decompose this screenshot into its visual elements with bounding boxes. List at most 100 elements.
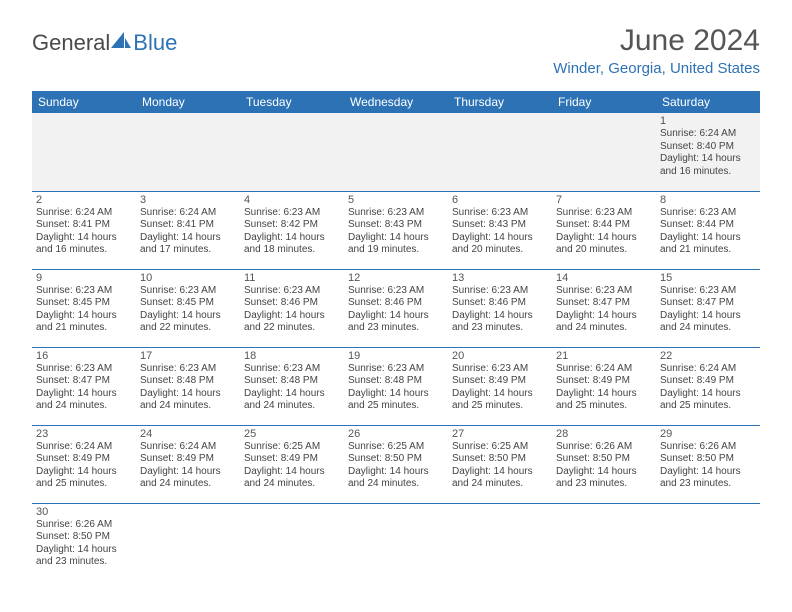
calendar-cell <box>344 113 448 191</box>
daylight-line: Daylight: 14 hours and 18 minutes. <box>244 232 340 257</box>
day-number: 6 <box>452 194 548 206</box>
daylight-line: Daylight: 14 hours and 25 minutes. <box>348 388 444 413</box>
calendar-cell: 6Sunrise: 6:23 AMSunset: 8:43 PMDaylight… <box>448 191 552 269</box>
calendar-cell: 18Sunrise: 6:23 AMSunset: 8:48 PMDayligh… <box>240 347 344 425</box>
calendar-header-row: Sunday Monday Tuesday Wednesday Thursday… <box>32 91 760 113</box>
calendar-week-row: 23Sunrise: 6:24 AMSunset: 8:49 PMDayligh… <box>32 425 760 503</box>
day-number: 2 <box>36 194 132 206</box>
calendar-cell: 5Sunrise: 6:23 AMSunset: 8:43 PMDaylight… <box>344 191 448 269</box>
calendar-cell: 14Sunrise: 6:23 AMSunset: 8:47 PMDayligh… <box>552 269 656 347</box>
calendar-cell <box>136 113 240 191</box>
day-info: Sunrise: 6:23 AMSunset: 8:46 PMDaylight:… <box>244 285 340 335</box>
sail-icon <box>111 30 131 56</box>
sunrise-line: Sunrise: 6:23 AM <box>660 207 756 220</box>
day-number: 26 <box>348 428 444 440</box>
daylight-line: Daylight: 14 hours and 23 minutes. <box>36 544 132 569</box>
daylight-line: Daylight: 14 hours and 24 minutes. <box>452 466 548 491</box>
day-info: Sunrise: 6:26 AMSunset: 8:50 PMDaylight:… <box>660 441 756 491</box>
day-info: Sunrise: 6:23 AMSunset: 8:48 PMDaylight:… <box>348 363 444 413</box>
daylight-line: Daylight: 14 hours and 24 minutes. <box>660 310 756 335</box>
day-number: 24 <box>140 428 236 440</box>
sunrise-line: Sunrise: 6:23 AM <box>140 285 236 298</box>
calendar-cell: 4Sunrise: 6:23 AMSunset: 8:42 PMDaylight… <box>240 191 344 269</box>
calendar-week-row: 30Sunrise: 6:26 AMSunset: 8:50 PMDayligh… <box>32 503 760 581</box>
sunrise-line: Sunrise: 6:24 AM <box>660 128 756 141</box>
sunset-line: Sunset: 8:49 PM <box>36 453 132 466</box>
day-info: Sunrise: 6:23 AMSunset: 8:43 PMDaylight:… <box>452 207 548 257</box>
daylight-line: Daylight: 14 hours and 25 minutes. <box>660 388 756 413</box>
daylight-line: Daylight: 14 hours and 16 minutes. <box>660 153 756 178</box>
sunset-line: Sunset: 8:48 PM <box>140 375 236 388</box>
sunset-line: Sunset: 8:45 PM <box>36 297 132 310</box>
sunrise-line: Sunrise: 6:23 AM <box>348 285 444 298</box>
day-info: Sunrise: 6:24 AMSunset: 8:41 PMDaylight:… <box>36 207 132 257</box>
daylight-line: Daylight: 14 hours and 21 minutes. <box>36 310 132 335</box>
calendar-cell: 10Sunrise: 6:23 AMSunset: 8:45 PMDayligh… <box>136 269 240 347</box>
sunset-line: Sunset: 8:49 PM <box>660 375 756 388</box>
sunrise-line: Sunrise: 6:24 AM <box>140 207 236 220</box>
calendar-page: General Blue June 2024 Winder, Georgia, … <box>0 0 792 601</box>
sunset-line: Sunset: 8:42 PM <box>244 219 340 232</box>
daylight-line: Daylight: 14 hours and 24 minutes. <box>244 388 340 413</box>
calendar-week-row: 2Sunrise: 6:24 AMSunset: 8:41 PMDaylight… <box>32 191 760 269</box>
day-info: Sunrise: 6:26 AMSunset: 8:50 PMDaylight:… <box>556 441 652 491</box>
daylight-line: Daylight: 14 hours and 24 minutes. <box>36 388 132 413</box>
calendar-cell: 26Sunrise: 6:25 AMSunset: 8:50 PMDayligh… <box>344 425 448 503</box>
calendar-cell: 2Sunrise: 6:24 AMSunset: 8:41 PMDaylight… <box>32 191 136 269</box>
day-number: 8 <box>660 194 756 206</box>
day-number: 19 <box>348 350 444 362</box>
daylight-line: Daylight: 14 hours and 24 minutes. <box>244 466 340 491</box>
day-number: 1 <box>660 115 756 127</box>
weekday-header: Sunday <box>32 91 136 113</box>
sunrise-line: Sunrise: 6:23 AM <box>348 363 444 376</box>
sunset-line: Sunset: 8:50 PM <box>452 453 548 466</box>
calendar-cell <box>448 503 552 581</box>
sunset-line: Sunset: 8:49 PM <box>556 375 652 388</box>
weekday-header: Friday <box>552 91 656 113</box>
daylight-line: Daylight: 14 hours and 23 minutes. <box>348 310 444 335</box>
day-info: Sunrise: 6:23 AMSunset: 8:46 PMDaylight:… <box>452 285 548 335</box>
sunset-line: Sunset: 8:50 PM <box>348 453 444 466</box>
sunrise-line: Sunrise: 6:23 AM <box>660 285 756 298</box>
day-info: Sunrise: 6:23 AMSunset: 8:42 PMDaylight:… <box>244 207 340 257</box>
sunset-line: Sunset: 8:49 PM <box>244 453 340 466</box>
daylight-line: Daylight: 14 hours and 22 minutes. <box>140 310 236 335</box>
weekday-header: Wednesday <box>344 91 448 113</box>
weekday-header: Tuesday <box>240 91 344 113</box>
day-number: 10 <box>140 272 236 284</box>
daylight-line: Daylight: 14 hours and 20 minutes. <box>452 232 548 257</box>
daylight-line: Daylight: 14 hours and 21 minutes. <box>660 232 756 257</box>
calendar-week-row: 9Sunrise: 6:23 AMSunset: 8:45 PMDaylight… <box>32 269 760 347</box>
calendar-cell <box>32 113 136 191</box>
day-info: Sunrise: 6:23 AMSunset: 8:46 PMDaylight:… <box>348 285 444 335</box>
sunrise-line: Sunrise: 6:25 AM <box>452 441 548 454</box>
daylight-line: Daylight: 14 hours and 24 minutes. <box>348 466 444 491</box>
daylight-line: Daylight: 14 hours and 24 minutes. <box>556 310 652 335</box>
calendar-cell: 23Sunrise: 6:24 AMSunset: 8:49 PMDayligh… <box>32 425 136 503</box>
month-title: June 2024 <box>553 24 760 58</box>
calendar-cell <box>552 503 656 581</box>
sunrise-line: Sunrise: 6:23 AM <box>556 285 652 298</box>
sunrise-line: Sunrise: 6:25 AM <box>348 441 444 454</box>
day-number: 5 <box>348 194 444 206</box>
daylight-line: Daylight: 14 hours and 23 minutes. <box>556 466 652 491</box>
sunrise-line: Sunrise: 6:25 AM <box>244 441 340 454</box>
sunset-line: Sunset: 8:43 PM <box>348 219 444 232</box>
sunrise-line: Sunrise: 6:23 AM <box>556 207 652 220</box>
day-number: 25 <box>244 428 340 440</box>
daylight-line: Daylight: 14 hours and 19 minutes. <box>348 232 444 257</box>
header: General Blue June 2024 Winder, Georgia, … <box>32 24 760 77</box>
sunset-line: Sunset: 8:46 PM <box>244 297 340 310</box>
day-number: 11 <box>244 272 340 284</box>
calendar-cell: 21Sunrise: 6:24 AMSunset: 8:49 PMDayligh… <box>552 347 656 425</box>
brand-logo: General Blue <box>32 30 177 56</box>
sunrise-line: Sunrise: 6:24 AM <box>140 441 236 454</box>
day-info: Sunrise: 6:23 AMSunset: 8:44 PMDaylight:… <box>556 207 652 257</box>
calendar-cell: 7Sunrise: 6:23 AMSunset: 8:44 PMDaylight… <box>552 191 656 269</box>
sunrise-line: Sunrise: 6:26 AM <box>660 441 756 454</box>
sunset-line: Sunset: 8:46 PM <box>348 297 444 310</box>
sunrise-line: Sunrise: 6:26 AM <box>36 519 132 532</box>
day-number: 15 <box>660 272 756 284</box>
calendar-cell: 8Sunrise: 6:23 AMSunset: 8:44 PMDaylight… <box>656 191 760 269</box>
daylight-line: Daylight: 14 hours and 23 minutes. <box>452 310 548 335</box>
